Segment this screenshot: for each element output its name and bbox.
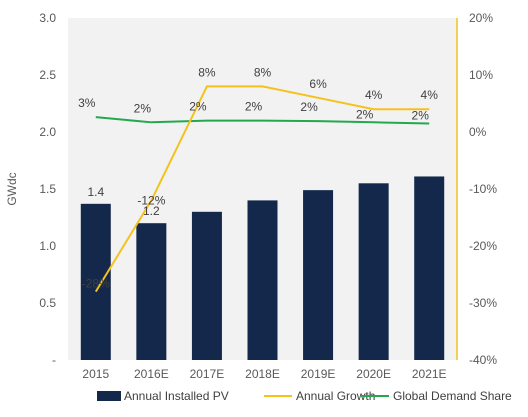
share-label-2018E: 2% bbox=[245, 100, 263, 114]
share-label-2017E: 2% bbox=[189, 100, 207, 114]
bar-2017E bbox=[191, 211, 222, 360]
x-tick-2018E: 2018E bbox=[245, 367, 280, 381]
growth-label-2020E: 4% bbox=[365, 88, 383, 102]
x-tick-2017E: 2017E bbox=[190, 367, 225, 381]
legend-label: Annual Growth bbox=[296, 389, 375, 403]
bar-label-2015: 1.4 bbox=[87, 185, 104, 199]
y-left-tick: 2.5 bbox=[39, 68, 56, 82]
share-label-2021E: 2% bbox=[412, 108, 430, 122]
y-left-tick: 1.5 bbox=[39, 182, 56, 196]
bar-2021E bbox=[414, 176, 445, 360]
bar-2015 bbox=[80, 203, 111, 360]
share-label-2016E: 2% bbox=[134, 101, 152, 115]
share-label-2015: 3% bbox=[78, 96, 96, 110]
share-label-2020E: 2% bbox=[356, 107, 374, 121]
y-right-tick: 20% bbox=[469, 11, 493, 25]
x-tick-2019E: 2019E bbox=[301, 367, 336, 381]
legend-swatch-bar bbox=[97, 391, 121, 401]
growth-label-2017E: 8% bbox=[198, 65, 216, 79]
line-global-demand-share bbox=[95, 116, 430, 125]
bar-label-2016E: 1.2 bbox=[143, 204, 160, 218]
bar-2020E bbox=[358, 183, 389, 360]
y-right-tick: -20% bbox=[469, 239, 497, 253]
growth-label-2018E: 8% bbox=[254, 65, 272, 79]
x-tick-2016E: 2016E bbox=[134, 367, 169, 381]
y-left-tick: 2.0 bbox=[39, 125, 56, 139]
y-left-tick: - bbox=[52, 353, 56, 367]
growth-label-2015: -28% bbox=[82, 277, 110, 291]
y-axis-title: GWdc bbox=[5, 172, 19, 205]
y-right-tick: 10% bbox=[469, 68, 493, 82]
y-left-tick: 3.0 bbox=[39, 11, 56, 25]
y-left-tick: 0.5 bbox=[39, 296, 56, 310]
x-tick-2015: 2015 bbox=[82, 367, 109, 381]
bar-2018E bbox=[247, 200, 278, 360]
legend-label: Global Demand Share bbox=[393, 389, 512, 403]
y-left-tick: 1.0 bbox=[39, 239, 56, 253]
y-right-tick: -30% bbox=[469, 296, 497, 310]
line-annual-growth bbox=[94, 85, 430, 293]
bar-2016E bbox=[136, 223, 167, 360]
y-right-tick: -40% bbox=[469, 353, 497, 367]
growth-label-2016E: -12% bbox=[137, 193, 165, 207]
y-right-tick: 0% bbox=[469, 125, 487, 139]
growth-label-2019E: 6% bbox=[309, 77, 327, 91]
x-tick-2020E: 2020E bbox=[356, 367, 391, 381]
bar-2019E bbox=[303, 190, 334, 360]
x-tick-2021E: 2021E bbox=[412, 367, 447, 381]
y-right-tick: -10% bbox=[469, 182, 497, 196]
legend: Annual Installed PV Annual Growth Global D… bbox=[97, 389, 512, 403]
share-label-2019E: 2% bbox=[300, 100, 318, 114]
legend-label: Annual Installed PV bbox=[124, 389, 229, 403]
growth-label-2021E: 4% bbox=[421, 88, 439, 102]
